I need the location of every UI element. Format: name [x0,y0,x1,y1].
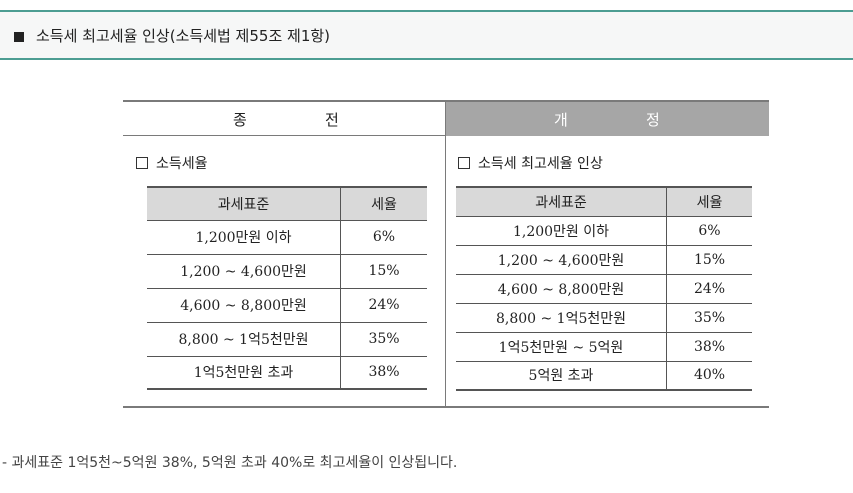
checkbox-square-icon [458,157,470,169]
bullet-square-icon [14,32,24,42]
cell-rate: 35% [666,303,752,333]
footnote: - 과세표준 1억5천~5억원 38%, 5억원 초과 40%로 최고세율이 인… [2,455,458,471]
header-tax-base: 과세표준 [147,186,341,221]
cell-tax-base: 1,200만원 이하 [147,220,341,255]
cell-rate: 6% [340,220,427,255]
tax-rate-table-after: 과세표준 세율 1,200만원 이하 6% 1,200 ~ 4,600만원 15… [456,186,752,391]
cell-rate: 38% [340,356,427,390]
table-row: 1,200만원 이하 6% [147,220,427,255]
section-label-text: 소득세 최고세율 인상 [478,156,603,172]
header-tax-base: 과세표준 [456,186,667,217]
checkbox-square-icon [136,157,148,169]
cell-rate: 24% [666,274,752,304]
heading-char: 개 [554,111,568,129]
column-heading-after: 개 정 [446,102,769,136]
column-heading-before: 종 전 [123,102,445,136]
cell-tax-base: 4,600 ~ 8,800만원 [147,288,341,323]
table-row: 8,800 ~ 1억5천만원 35% [456,303,752,333]
table-row: 1,200만원 이하 6% [456,216,752,246]
cell-rate: 24% [340,288,427,323]
table-row: 1억5천만원 ~ 5억원 38% [456,332,752,362]
table-row: 4,600 ~ 8,800만원 24% [456,274,752,304]
cell-rate: 6% [666,216,752,246]
heading-char: 종 [233,111,247,129]
cell-tax-base: 1억5천만원 초과 [147,356,341,390]
table-row: 4,600 ~ 8,800만원 24% [147,288,427,323]
cell-rate: 35% [340,322,427,357]
cell-rate: 38% [666,332,752,362]
cell-tax-base: 1,200 ~ 4,600만원 [456,245,667,275]
section-label-text: 소득세율 [156,156,208,172]
heading-char: 전 [325,111,339,129]
header-rate: 세율 [666,186,752,217]
heading-char: 정 [646,111,660,129]
cell-tax-base: 1,200 ~ 4,600만원 [147,254,341,289]
section-title: 소득세 최고세율 인상(소득세법 제55조 제1항) [36,27,331,45]
section-label-after: 소득세 최고세율 인상 [458,153,603,173]
table-row: 5억원 초과 40% [456,361,752,391]
comparison-table [123,100,769,408]
table-row: 8,800 ~ 1억5천만원 35% [147,322,427,357]
cell-rate: 40% [666,361,752,391]
tax-rate-table-before: 과세표준 세율 1,200만원 이하 6% 1,200 ~ 4,600만원 15… [147,186,427,390]
table-row: 1,200 ~ 4,600만원 15% [456,245,752,275]
section-header: 소득세 최고세율 인상(소득세법 제55조 제1항) [0,10,853,60]
cell-tax-base: 8,800 ~ 1억5천만원 [147,322,341,357]
header-rate: 세율 [340,186,427,221]
cell-tax-base: 5억원 초과 [456,361,667,391]
cell-tax-base: 1,200만원 이하 [456,216,667,246]
cell-tax-base: 1억5천만원 ~ 5억원 [456,332,667,362]
cell-rate: 15% [340,254,427,289]
column-divider [445,100,446,408]
cell-rate: 15% [666,245,752,275]
cell-tax-base: 8,800 ~ 1억5천만원 [456,303,667,333]
table-row: 1억5천만원 초과 38% [147,356,427,390]
cell-tax-base: 4,600 ~ 8,800만원 [456,274,667,304]
table-row: 1,200 ~ 4,600만원 15% [147,254,427,289]
section-label-before: 소득세율 [136,153,208,173]
